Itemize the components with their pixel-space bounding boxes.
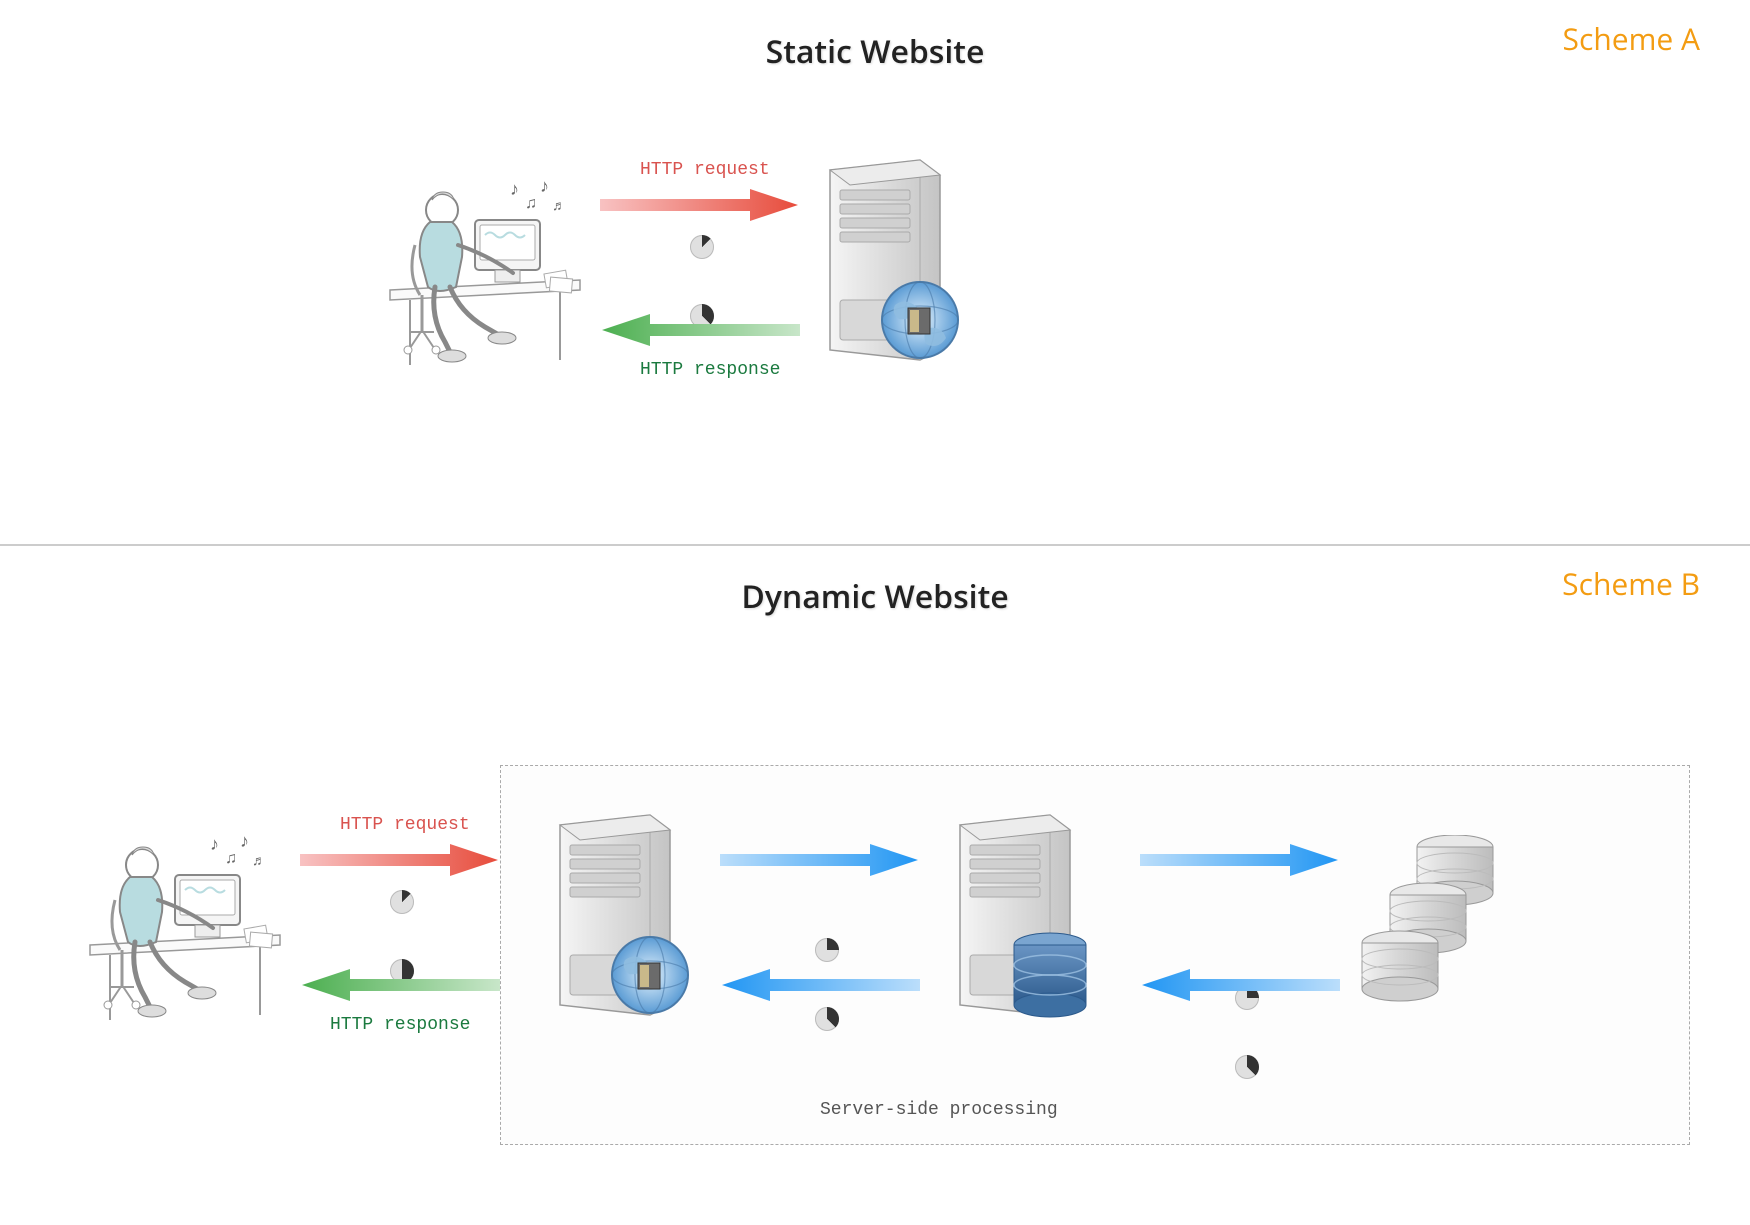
svg-text:♪: ♪ [210, 832, 219, 856]
svg-text:♫: ♫ [225, 846, 237, 868]
internal-arrow-right-icon [720, 840, 920, 880]
internal-arrow-left-icon [720, 965, 920, 1005]
response-arrow-icon [300, 965, 500, 1005]
web-server-icon [540, 805, 700, 1025]
scheme-b-request-label: HTTP request [340, 815, 470, 835]
clock-icon [815, 938, 839, 962]
svg-text:♪: ♪ [240, 829, 249, 853]
processing-label: Server-side processing [820, 1100, 1058, 1120]
web-server-icon [810, 150, 970, 370]
svg-text:♬: ♬ [552, 196, 566, 215]
scheme-b-title: Dynamic Website [741, 575, 1008, 618]
clock-icon [390, 890, 414, 914]
scheme-a-request-label: HTTP request [640, 160, 770, 180]
client-user-icon: ♪ ♫ ♪ ♬ [380, 150, 600, 370]
svg-text:♪: ♪ [510, 177, 519, 201]
svg-text:♬: ♬ [252, 851, 266, 870]
database-icon [1360, 835, 1500, 1015]
client-user-icon: ♪ ♫ ♪ ♬ [80, 805, 300, 1025]
internal-arrow-right-icon [1140, 840, 1340, 880]
clock-icon [690, 235, 714, 259]
scheme-a-response-label: HTTP response [640, 360, 780, 380]
scheme-a-title: Static Website [766, 30, 985, 73]
request-arrow-icon [300, 840, 500, 880]
scheme-a-label: Scheme A [1563, 18, 1700, 59]
response-arrow-icon [600, 310, 800, 350]
scheme-a-panel: Scheme A Static Website [0, 0, 1750, 545]
request-arrow-icon [600, 185, 800, 225]
scheme-b-response-label: HTTP response [330, 1015, 470, 1035]
clock-icon [1235, 1055, 1259, 1079]
scheme-b-panel: Scheme B Dynamic Website ♪ [0, 545, 1750, 1225]
scheme-b-label: Scheme B [1562, 563, 1700, 604]
internal-arrow-left-icon [1140, 965, 1340, 1005]
svg-text:♫: ♫ [525, 191, 537, 213]
svg-text:♪: ♪ [540, 174, 549, 198]
app-server-icon [940, 805, 1100, 1025]
clock-icon [815, 1007, 839, 1031]
